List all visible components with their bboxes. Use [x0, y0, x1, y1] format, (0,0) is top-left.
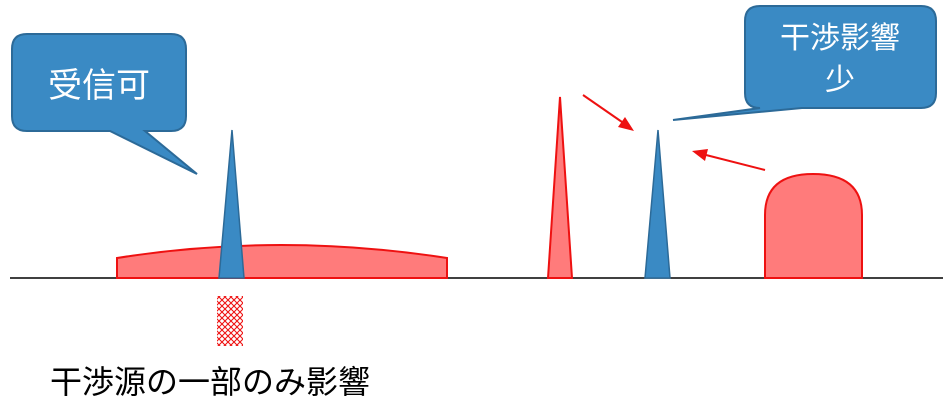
narrowband-interferer-spike	[546, 96, 574, 279]
caption-text: 干渉源の一部のみ影響	[50, 363, 371, 401]
wideband-interferer-shape	[116, 244, 448, 279]
callout-low-interference: 干渉影響 少	[672, 5, 937, 121]
dome-interferer-shape	[764, 172, 863, 279]
signal-spike-right	[644, 129, 671, 279]
signal-spike-left	[218, 129, 245, 279]
callout-receivable-text: 受信可	[48, 66, 150, 106]
arrow-from-left	[582, 94, 634, 131]
callout-low-interference-line2: 少	[825, 63, 855, 98]
callout-receivable: 受信可	[11, 33, 198, 175]
callout-low-interference-line1: 干渉影響	[780, 21, 900, 56]
crosshatch-marker-icon	[217, 296, 243, 346]
arrow-from-right	[692, 149, 766, 171]
